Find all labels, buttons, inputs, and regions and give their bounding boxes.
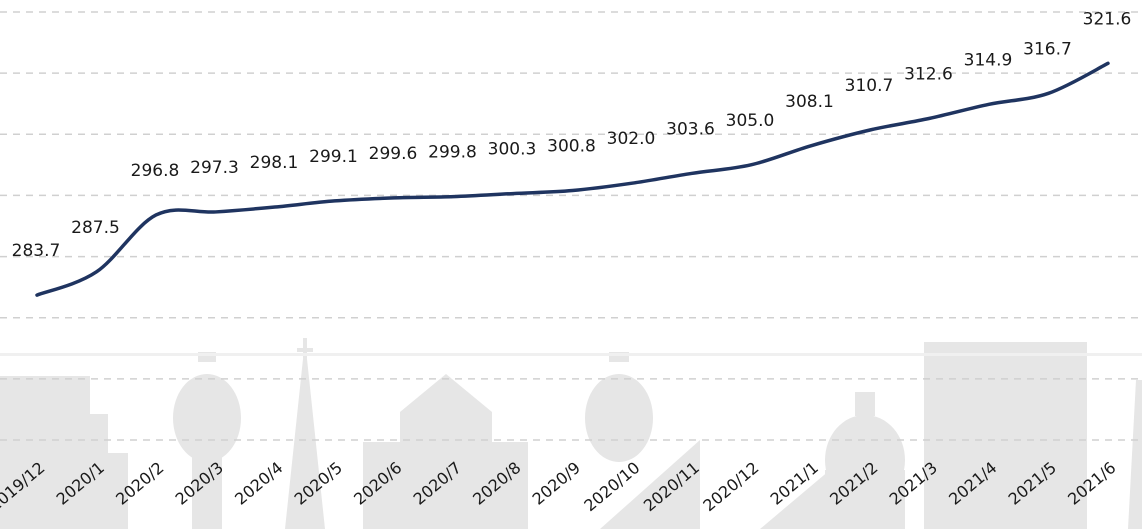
data-label: 299.6 bbox=[369, 144, 418, 164]
chart: 2019/122020/12020/22020/32020/42020/5202… bbox=[0, 0, 1142, 529]
data-label: 300.8 bbox=[547, 137, 596, 157]
x-tick-label: 2020/4 bbox=[231, 458, 286, 509]
data-label: 314.9 bbox=[964, 50, 1013, 70]
data-label: 300.3 bbox=[488, 140, 537, 160]
data-label: 302.0 bbox=[607, 129, 656, 149]
data-label: 316.7 bbox=[1023, 39, 1072, 59]
data-label: 283.7 bbox=[12, 241, 61, 261]
data-label: 321.6 bbox=[1083, 9, 1132, 29]
x-tick-label: 2020/9 bbox=[529, 458, 584, 509]
data-label: 297.3 bbox=[190, 158, 239, 178]
data-label: 312.6 bbox=[904, 64, 953, 84]
data-label: 287.5 bbox=[71, 218, 120, 238]
x-tick-label: 2020/12 bbox=[699, 458, 762, 515]
data-label: 303.6 bbox=[666, 119, 715, 139]
data-label: 298.1 bbox=[250, 153, 299, 173]
data-label: 299.8 bbox=[428, 143, 477, 163]
data-label: 299.1 bbox=[309, 147, 358, 167]
page: {"chart_data": {"type": "line", "categor… bbox=[0, 0, 1142, 529]
data-label: 308.1 bbox=[785, 92, 834, 112]
line bbox=[37, 63, 1108, 295]
background-skyline bbox=[0, 338, 1142, 529]
data-label: 310.7 bbox=[845, 76, 894, 96]
data-label: 305.0 bbox=[726, 111, 775, 131]
data-label: 296.8 bbox=[131, 161, 180, 181]
